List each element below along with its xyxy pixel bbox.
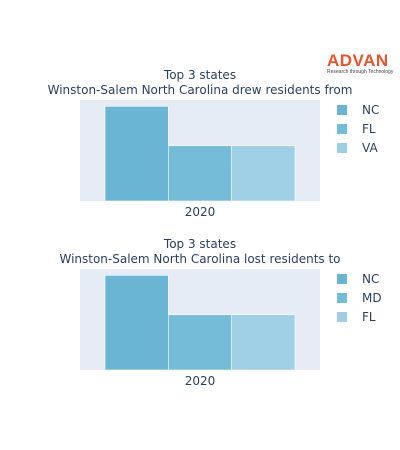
legend-swatch[interactable] bbox=[337, 293, 347, 303]
chart-subtitle: Winston-Salem North Carolina drew reside… bbox=[48, 83, 353, 97]
legend-label[interactable]: VA bbox=[362, 141, 378, 155]
x-tick-label: 2020 bbox=[185, 205, 216, 219]
bars bbox=[104, 275, 296, 371]
bars bbox=[104, 106, 296, 202]
bar-nc[interactable] bbox=[104, 106, 169, 202]
legend-swatch[interactable] bbox=[337, 143, 347, 153]
logo-tagline: Research through Technology bbox=[327, 69, 394, 75]
legend-label[interactable]: FL bbox=[362, 310, 376, 324]
chart-subtitle: Winston-Salem North Carolina lost reside… bbox=[59, 252, 340, 266]
bar-fl[interactable] bbox=[168, 145, 232, 202]
chart-2: Top 3 states Winston-Salem North Carolin… bbox=[59, 237, 382, 388]
legend-label[interactable]: NC bbox=[362, 103, 379, 117]
legend-label[interactable]: NC bbox=[362, 272, 379, 286]
advan-logo: ADVAN Research through Technology bbox=[327, 52, 397, 76]
chart-title: Top 3 states bbox=[163, 68, 236, 82]
x-tick-label: 2020 bbox=[185, 374, 216, 388]
legend-label[interactable]: MD bbox=[362, 291, 382, 305]
bar-fl[interactable] bbox=[231, 314, 296, 371]
legend-label[interactable]: FL bbox=[362, 122, 376, 136]
legend-swatch[interactable] bbox=[337, 124, 347, 134]
legend-swatch[interactable] bbox=[337, 105, 347, 115]
chart-title: Top 3 states bbox=[163, 237, 236, 251]
bar-va[interactable] bbox=[231, 145, 296, 202]
legend[interactable]: NC MD FL bbox=[337, 272, 382, 324]
bar-md[interactable] bbox=[168, 314, 232, 371]
legend-swatch[interactable] bbox=[337, 312, 347, 322]
bar-nc[interactable] bbox=[104, 275, 169, 371]
chart-1: Top 3 states Winston-Salem North Carolin… bbox=[48, 68, 380, 219]
legend[interactable]: NC FL VA bbox=[337, 103, 379, 155]
legend-swatch[interactable] bbox=[337, 274, 347, 284]
logo-word: ADVAN bbox=[327, 51, 389, 70]
